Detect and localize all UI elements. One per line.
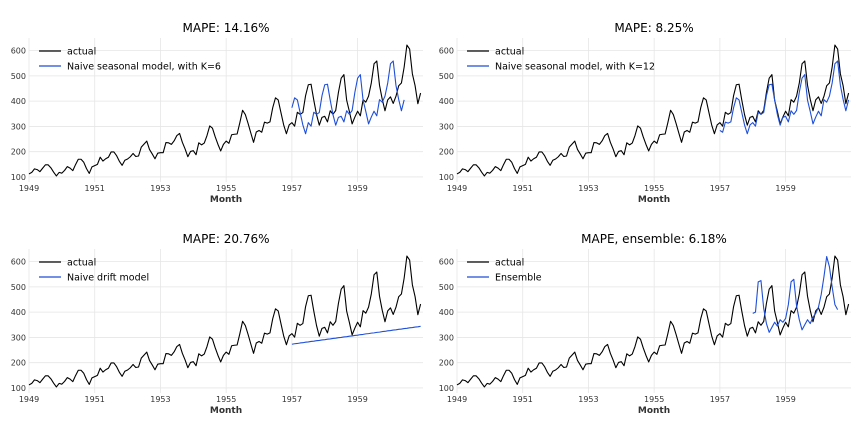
series-line-actual [456, 44, 850, 177]
y-tick-label: 100 [11, 384, 26, 393]
x-tick-label: 1949 [447, 395, 467, 404]
x-tick-label: 1955 [216, 184, 236, 193]
x-tick-label: 1955 [216, 395, 236, 404]
x-tick-label: 1955 [644, 184, 664, 193]
y-tick-label: 600 [439, 47, 454, 56]
legend: actual Naive seasonal model, with K=12 [467, 47, 655, 73]
legend-label: actual [495, 47, 524, 58]
legend-label: Naive drift model [67, 273, 149, 284]
series-line-forecast [291, 60, 405, 135]
x-tick-label: 1959 [347, 184, 367, 193]
legend-label: Naive seasonal model, with K=12 [495, 62, 655, 73]
chart-panel-2: 100 200 300 400 500 600 1949 1951 1953 1955 1957 19… [439, 21, 851, 205]
y-tick-label: 100 [439, 173, 454, 182]
y-tick-label: 300 [439, 333, 454, 342]
y-tick-label: 400 [439, 97, 454, 106]
x-tick-label: 1953 [578, 184, 598, 193]
legend: actual Naive drift model [39, 258, 149, 284]
x-tick-label: 1955 [644, 395, 664, 404]
series-line-actual [28, 255, 422, 388]
x-tick-label: 1957 [282, 395, 302, 404]
x-tick-label: 1949 [19, 395, 39, 404]
x-tick-label: 1951 [513, 395, 533, 404]
chart-panel-4: 100 200 300 400 500 600 1949 1951 1953 1955 1957 19… [439, 232, 851, 416]
x-tick-label: 1953 [150, 395, 170, 404]
y-tick-label: 300 [11, 122, 26, 131]
x-axis-label: Month [210, 195, 242, 205]
legend: actual Ensemble [467, 258, 542, 284]
y-tick-label: 500 [439, 283, 454, 292]
chart-panel-3: 100 200 300 400 500 600 1949 1951 1953 1955 1957 19… [11, 232, 423, 416]
x-axis-label: Month [210, 406, 242, 416]
chart-title: MAPE: 8.25% [614, 21, 693, 35]
y-tick-label: 100 [11, 173, 26, 182]
series-line-forecast [719, 60, 850, 135]
x-tick-label: 1957 [710, 184, 730, 193]
legend-label: actual [67, 258, 96, 269]
legend-label: actual [495, 258, 524, 269]
y-tick-label: 600 [439, 258, 454, 267]
series-line-forecast [291, 325, 421, 345]
y-tick-label: 600 [11, 47, 26, 56]
legend-label: Ensemble [495, 273, 542, 284]
x-tick-label: 1949 [447, 184, 467, 193]
y-tick-label: 300 [439, 122, 454, 131]
y-tick-label: 400 [11, 308, 26, 317]
x-tick-label: 1949 [19, 184, 39, 193]
x-tick-label: 1951 [85, 184, 105, 193]
x-axis-label: Month [638, 406, 670, 416]
chart-panel-1: 100 200 300 400 500 600 1949 1951 1953 1955 1957 19… [11, 21, 423, 205]
x-tick-label: 1953 [578, 395, 598, 404]
y-tick-label: 300 [11, 333, 26, 342]
series-line-actual [456, 255, 850, 388]
y-tick-label: 200 [439, 359, 454, 368]
chart-title: MAPE: 14.16% [183, 21, 270, 35]
y-tick-label: 200 [439, 148, 454, 157]
y-tick-label: 200 [11, 148, 26, 157]
legend: actual Naive seasonal model, with K=6 [39, 47, 221, 73]
x-axis-label: Month [638, 195, 670, 205]
x-tick-label: 1959 [775, 184, 795, 193]
x-tick-label: 1957 [710, 395, 730, 404]
y-tick-label: 400 [11, 97, 26, 106]
x-tick-label: 1959 [775, 395, 795, 404]
y-tick-label: 400 [439, 308, 454, 317]
x-tick-label: 1959 [347, 395, 367, 404]
legend-label: actual [67, 47, 96, 58]
series-line-actual [28, 44, 422, 177]
y-tick-label: 200 [11, 359, 26, 368]
y-tick-label: 500 [11, 283, 26, 292]
chart-title: MAPE: 20.76% [183, 232, 270, 246]
legend-label: Naive seasonal model, with K=6 [67, 62, 221, 73]
y-tick-label: 600 [11, 258, 26, 267]
y-tick-label: 500 [439, 72, 454, 81]
series-line-forecast [752, 256, 839, 333]
x-tick-label: 1957 [282, 184, 302, 193]
chart-title: MAPE, ensemble: 6.18% [581, 232, 727, 246]
x-tick-label: 1951 [85, 395, 105, 404]
x-tick-label: 1951 [513, 184, 533, 193]
y-tick-label: 100 [439, 384, 454, 393]
y-tick-label: 500 [11, 72, 26, 81]
x-tick-label: 1953 [150, 184, 170, 193]
